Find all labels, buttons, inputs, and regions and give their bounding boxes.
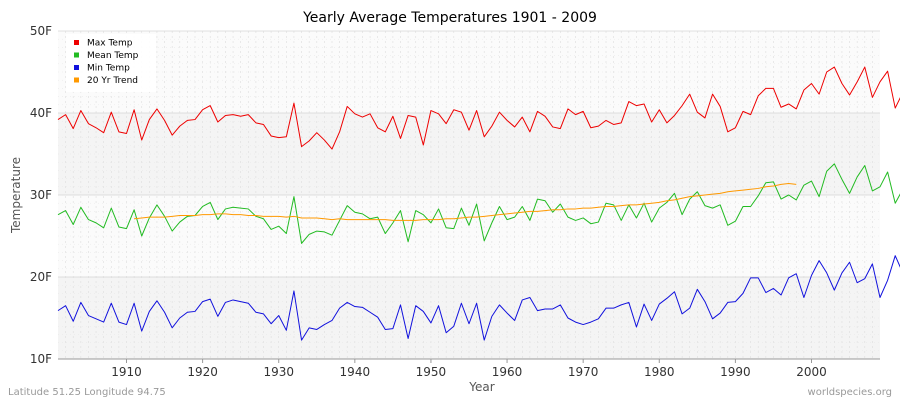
source-label: worldspecies.org bbox=[808, 387, 892, 398]
series-line-max-temp bbox=[57, 66, 900, 150]
legend-swatch-20-yr-trend bbox=[74, 77, 79, 83]
grid-lines bbox=[58, 30, 880, 360]
legend-label-20-yr-trend: 20 Yr Trend bbox=[87, 76, 138, 86]
series-line-20-yr-trend bbox=[134, 183, 797, 221]
x-tick-label: 1920 bbox=[187, 365, 218, 379]
legend-label-max-temp: Max Temp bbox=[87, 39, 133, 49]
legend-swatch-mean-temp bbox=[74, 52, 79, 58]
x-tick-label: 2000 bbox=[796, 365, 827, 379]
x-axis-ticks: 1910 1920 1930 1940 1950 1960 1970 1980 1990 2000 bbox=[111, 359, 827, 379]
x-tick-label: 1910 bbox=[111, 365, 142, 379]
legend: Max Temp Mean Temp Min Temp 20 Yr Trend bbox=[66, 34, 156, 92]
x-tick-label: 1930 bbox=[263, 365, 294, 379]
legend-box bbox=[66, 34, 156, 92]
legend-swatch-max-temp bbox=[74, 40, 79, 45]
y-tick-label: 40F bbox=[30, 106, 52, 120]
x-tick-label: 1940 bbox=[340, 365, 371, 379]
series-line-mean-temp bbox=[57, 163, 900, 244]
x-tick-label: 1970 bbox=[568, 365, 599, 379]
location-label: Latitude 51.25 Longitude 94.75 bbox=[8, 387, 166, 398]
x-axis-label: Year bbox=[468, 380, 494, 394]
x-tick-label: 1990 bbox=[720, 365, 751, 379]
series-line-min-temp bbox=[57, 255, 900, 341]
y-tick-label: 20F bbox=[30, 270, 52, 284]
x-tick-label: 1950 bbox=[416, 365, 447, 379]
y-tick-label: 50F bbox=[30, 24, 52, 38]
y-tick-label: 10F bbox=[30, 352, 52, 366]
x-tick-label: 1960 bbox=[492, 365, 523, 379]
series-lines bbox=[57, 66, 900, 341]
chart-title: Yearly Average Temperatures 1901 - 2009 bbox=[302, 10, 597, 26]
legend-label-min-temp: Min Temp bbox=[87, 64, 130, 74]
legend-swatch-min-temp bbox=[74, 65, 79, 70]
y-axis-ticks: 10F 20F 30F 40F 50F bbox=[30, 24, 52, 366]
y-tick-label: 30F bbox=[30, 188, 52, 202]
legend-label-mean-temp: Mean Temp bbox=[87, 51, 139, 61]
y-axis-label: Temperature bbox=[9, 157, 23, 234]
x-tick-label: 1980 bbox=[644, 365, 675, 379]
